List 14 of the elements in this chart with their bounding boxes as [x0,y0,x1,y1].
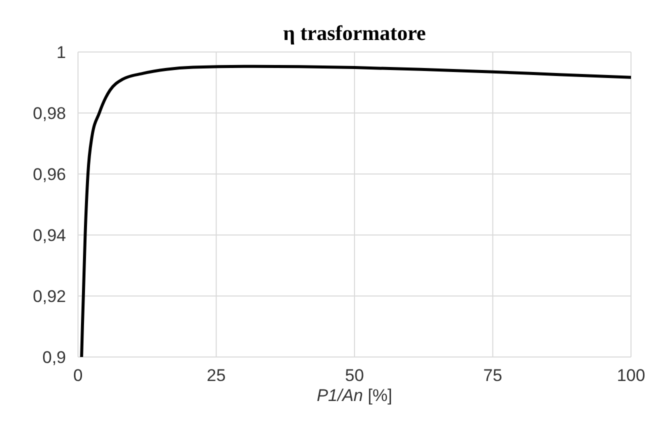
x-tick-label: 0 [73,366,83,385]
line-series [80,64,632,358]
y-tick-label: 0,92 [32,287,66,306]
y-tick-label: 0,9 [42,348,66,367]
y-tick-label: 0,94 [32,226,66,245]
y-tick-label: 0,96 [32,165,66,184]
x-axis-title: P1/An [%] [316,386,392,405]
x-tick-label: 50 [345,366,364,385]
chart-title: η trasformatore [283,21,426,45]
x-tick-label: 75 [483,366,502,385]
x-tick-label: 25 [206,366,226,385]
y-tick-label: 1 [56,43,66,62]
y-tick-label: 0,98 [32,104,66,123]
x-tick-label: 100 [616,366,646,385]
